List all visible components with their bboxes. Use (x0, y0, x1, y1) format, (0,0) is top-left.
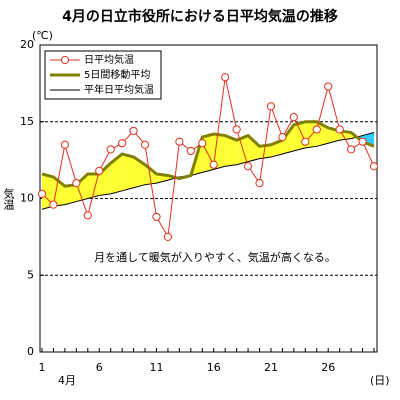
data-point (266, 102, 276, 111)
x-tick-label: 26 (321, 361, 335, 374)
y-unit: (℃) (32, 29, 53, 42)
y-tick-label: 15 (20, 115, 34, 128)
data-point (198, 139, 207, 148)
x-tick-label: 16 (207, 361, 221, 374)
difference-fill (76, 173, 88, 202)
difference-fill (259, 144, 271, 159)
data-point (118, 139, 127, 148)
y-axis-label: 気温 (2, 187, 15, 210)
difference-fill (282, 124, 294, 154)
x-tick-label: 1 (39, 361, 46, 374)
legend-marker (60, 55, 70, 65)
data-point (49, 200, 58, 209)
difference-fill (64, 184, 77, 205)
difference-fill (293, 121, 306, 151)
legend-label: 5日間移動平均 (84, 68, 150, 81)
data-point (209, 160, 218, 169)
data-point (163, 232, 173, 241)
data-point (369, 162, 379, 171)
difference-fill (42, 173, 54, 210)
data-point (186, 146, 195, 156)
annotation: 月を通して暖気が入りやすく、気温が高くなる。 (94, 250, 336, 264)
data-point (243, 162, 253, 171)
data-point (129, 126, 138, 136)
data-point (106, 145, 115, 154)
difference-fill (225, 135, 237, 167)
x-tick-label: 21 (264, 361, 278, 374)
x-month: 4月 (58, 374, 76, 387)
legend-label: 平年日平均気温 (84, 83, 154, 96)
y-tick-label: 5 (27, 268, 34, 281)
data-point (301, 137, 310, 146)
data-point (175, 137, 184, 146)
data-point (347, 145, 356, 154)
difference-fill (122, 153, 134, 191)
data-point (312, 125, 321, 134)
y-tick-label: 0 (27, 345, 34, 358)
data-point (232, 125, 241, 134)
difference-fill (248, 135, 260, 162)
x-unit: (日) (370, 374, 390, 387)
data-point (255, 179, 264, 188)
y-tick-label: 10 (20, 192, 34, 205)
data-point (358, 137, 367, 146)
difference-fill (110, 153, 123, 194)
chart-title: 4月の日立市役所における日平均気温の推移 (62, 8, 338, 25)
y-tick-label: 20 (20, 38, 34, 51)
data-point (152, 212, 161, 222)
x-tick-label: 11 (149, 361, 163, 374)
data-point (289, 113, 298, 122)
data-point (278, 133, 287, 142)
data-point (324, 82, 333, 91)
data-point (83, 211, 92, 220)
data-point (37, 189, 47, 198)
series-line (41, 132, 375, 210)
data-point (335, 125, 344, 134)
data-point (72, 179, 81, 188)
data-point (95, 166, 104, 175)
data-point (60, 140, 69, 149)
legend-label: 日平均気温 (84, 53, 134, 66)
data-point (140, 140, 150, 149)
data-point (221, 73, 230, 82)
difference-fill (145, 164, 157, 185)
difference-fill (133, 157, 146, 188)
x-tick-label: 6 (96, 361, 103, 374)
series-line (41, 77, 375, 239)
